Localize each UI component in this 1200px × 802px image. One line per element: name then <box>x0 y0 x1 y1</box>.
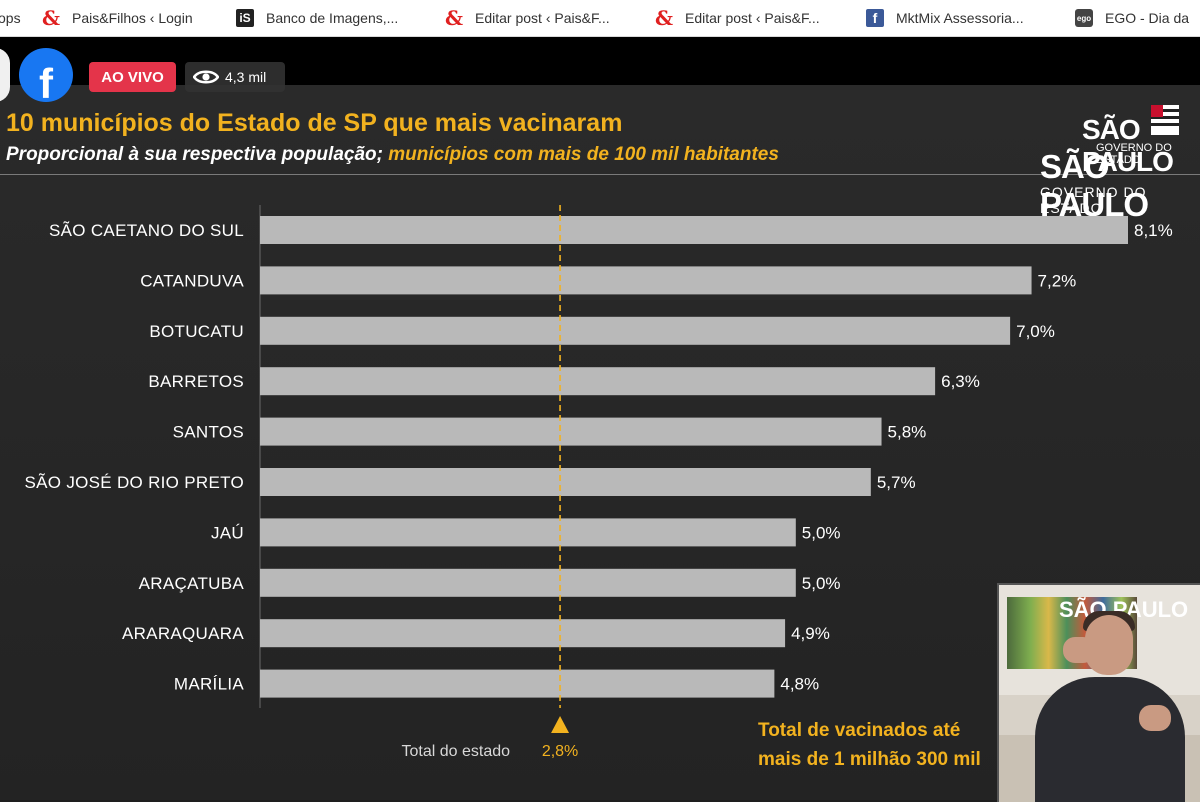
subtitle-white: Proporcional à sua respectiva população; <box>6 144 383 165</box>
pais-filhos-icon: & <box>444 6 464 30</box>
category-label: BARRETOS <box>148 372 244 391</box>
value-label: 7,0% <box>1016 322 1055 341</box>
value-label: 7,2% <box>1038 271 1077 290</box>
live-badge: AO VIVO <box>89 62 176 92</box>
bookmark-label: Banco de Imagens,... <box>266 10 399 26</box>
category-label: SÃO JOSÉ DO RIO PRETO <box>25 473 244 492</box>
reference-line-value: 2,8% <box>542 743 578 760</box>
category-label: SANTOS <box>173 423 244 442</box>
facebook-icon: f <box>866 9 884 27</box>
pais-filhos-icon: & <box>654 6 674 30</box>
logo-line-2: GOVERNO DO ESTADO <box>1096 142 1172 166</box>
bar <box>260 619 786 648</box>
subtitle-highlight: municípios com mais de 100 mil habitante… <box>388 144 779 165</box>
interpreter-hand <box>1139 705 1171 731</box>
viewer-count-text: 4,3 mil <box>225 69 267 85</box>
reference-line-label: Total do estado <box>402 743 511 760</box>
eye-icon <box>193 70 219 84</box>
category-label: SÃO CAETANO DO SUL <box>49 221 244 240</box>
viewer-count: 4,3 mil <box>185 62 285 92</box>
bar <box>260 518 796 547</box>
value-label: 5,0% <box>802 574 841 593</box>
interpreter-body <box>1035 677 1185 802</box>
bar <box>260 266 1032 295</box>
bar <box>260 367 936 396</box>
bookmark-ego[interactable]: ego EGO - Dia da <box>1075 0 1189 36</box>
category-label: ARAÇATUBA <box>139 574 245 593</box>
bar <box>260 417 882 446</box>
bookmark-label: Pais&Filhos ‹ Login <box>72 10 193 26</box>
bookmark-editar-post-1[interactable]: & Editar post ‹ Pais&F... <box>445 0 610 36</box>
bookmark-label: MktMix Assessoria... <box>896 10 1024 26</box>
bar <box>260 316 1011 345</box>
total-line-1: Total de vacinados até <box>758 720 961 741</box>
bookmarks-bar: ops & Pais&Filhos ‹ Login iS Banco de Im… <box>0 0 1200 37</box>
istock-icon: iS <box>236 9 254 27</box>
bookmark-label: Editar post ‹ Pais&F... <box>685 10 820 26</box>
bookmark-apps[interactable]: ops <box>0 0 21 36</box>
bookmark-editar-post-2[interactable]: & Editar post ‹ Pais&F... <box>655 0 820 36</box>
value-label: 5,0% <box>802 523 841 542</box>
bar <box>260 568 796 597</box>
bookmark-pais-filhos-login[interactable]: & Pais&Filhos ‹ Login <box>42 0 193 36</box>
bar <box>260 669 775 698</box>
bookmark-label: ops <box>0 10 21 26</box>
total-line-2: mais de 1 milhão 300 mil <box>758 749 981 770</box>
bookmark-banco-imagens[interactable]: iS Banco de Imagens,... <box>236 0 398 36</box>
bar <box>260 216 1128 244</box>
slide-title: 10 municípios do Estado de SP que mais v… <box>6 109 623 137</box>
facebook-icon[interactable]: f <box>19 48 73 102</box>
value-label: 5,7% <box>877 473 916 492</box>
interpreter-hand <box>1063 637 1095 663</box>
state-flag-icon <box>1151 105 1179 135</box>
value-label: 4,8% <box>780 675 819 694</box>
page-avatar[interactable] <box>0 48 10 102</box>
reference-marker-icon <box>551 716 570 733</box>
logo-line-4: GOVERNO DO ESTADO <box>1040 184 1147 216</box>
bookmark-label: Editar post ‹ Pais&F... <box>475 10 610 26</box>
total-vaccinated-note: Total de vacinados até mais de 1 milhão … <box>758 716 981 774</box>
header-divider <box>0 174 1200 175</box>
value-label: 6,3% <box>941 372 980 391</box>
bar <box>260 468 871 496</box>
category-label: BOTUCATU <box>149 322 244 341</box>
category-label: MARÍLIA <box>174 675 244 694</box>
value-label: 4,9% <box>791 624 830 643</box>
category-label: CATANDUVA <box>140 271 244 290</box>
bookmark-mktmix[interactable]: f MktMix Assessoria... <box>866 0 1024 36</box>
value-label: 5,8% <box>888 423 927 442</box>
pais-filhos-icon: & <box>41 6 61 30</box>
sign-language-interpreter-video: SÃO PAULO <box>997 583 1200 802</box>
value-label: 8,1% <box>1134 221 1173 240</box>
category-label: ARARAQUARA <box>122 624 244 643</box>
bookmark-label: EGO - Dia da <box>1105 10 1190 26</box>
logo-line-1: SÃO PAULO <box>1082 114 1174 177</box>
category-label: JAÚ <box>211 523 244 542</box>
ego-icon: ego <box>1075 9 1093 27</box>
slide-subtitle: Proporcional à sua respectiva população;… <box>6 144 779 166</box>
